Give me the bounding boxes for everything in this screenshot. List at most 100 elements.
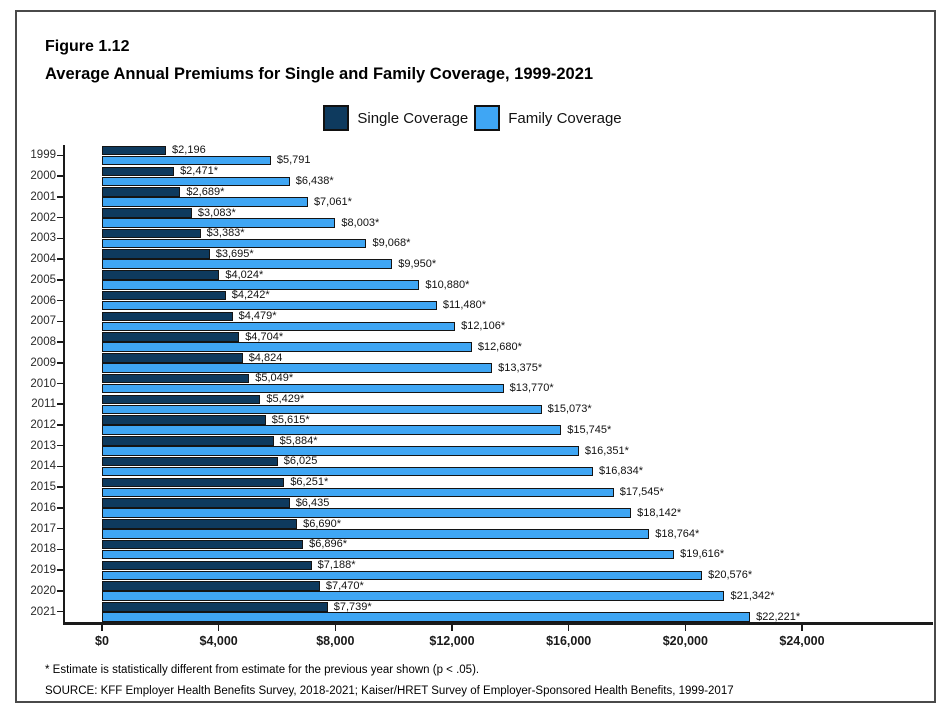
year-label: 2005 xyxy=(30,273,56,286)
y-axis-tick xyxy=(57,154,63,157)
y-axis-tick xyxy=(57,486,63,488)
footnote-source: SOURCE: KFF Employer Health Benefits Sur… xyxy=(45,684,734,697)
year-label: 2001 xyxy=(30,190,56,203)
x-axis-tick-label: $8,000 xyxy=(316,634,355,648)
bar-value-label: $9,068* xyxy=(372,237,411,250)
figure-frame: Figure 1.12 Average Annual Premiums for … xyxy=(15,10,936,703)
family-coverage-bar xyxy=(102,466,593,477)
x-axis-line xyxy=(63,622,933,625)
single-coverage-bar xyxy=(102,373,250,384)
bar-value-label: $7,470* xyxy=(325,579,364,592)
family-coverage-bar xyxy=(102,508,632,518)
year-label: 2009 xyxy=(30,356,56,369)
family-coverage-bar xyxy=(102,570,703,581)
bar-value-label: $4,242* xyxy=(231,289,270,302)
family-coverage-swatch-icon xyxy=(474,105,501,131)
single-coverage-swatch-icon xyxy=(323,105,350,131)
single-coverage-bar xyxy=(102,353,243,363)
family-coverage-bar xyxy=(102,612,751,622)
bar-value-label: $6,690* xyxy=(303,517,342,530)
y-axis-tick xyxy=(57,175,63,177)
x-axis-tick xyxy=(684,625,687,631)
year-label: 2002 xyxy=(30,211,56,224)
year-label: 2011 xyxy=(31,398,56,411)
x-axis-tick xyxy=(801,625,803,631)
y-axis-tick xyxy=(57,590,63,592)
bar-value-label: $12,106* xyxy=(461,320,506,333)
single-coverage-bar xyxy=(102,498,290,508)
bar-value-label: $13,375* xyxy=(498,361,543,374)
bar-value-label: $2,196 xyxy=(172,144,206,157)
y-axis-tick xyxy=(57,507,63,509)
single-coverage-bar xyxy=(102,228,201,239)
bar-value-label: $2,471* xyxy=(180,165,218,178)
legend-label-family: Family Coverage xyxy=(508,109,622,127)
y-axis-line xyxy=(63,145,65,625)
x-axis-tick-label: $20,000 xyxy=(662,634,708,648)
y-axis-tick xyxy=(57,196,63,198)
year-label: 2004 xyxy=(30,253,56,266)
bar-value-label: $18,764* xyxy=(655,527,700,540)
year-label: 2007 xyxy=(30,315,56,328)
family-coverage-bar xyxy=(102,280,420,290)
year-label: 2017 xyxy=(30,522,56,535)
year-label: 1999 xyxy=(30,149,56,162)
family-coverage-bar xyxy=(102,425,562,435)
y-axis-tick xyxy=(57,216,63,219)
single-coverage-bar xyxy=(102,166,175,177)
bar-value-label: $5,615* xyxy=(271,413,310,426)
bar-value-label: $7,188* xyxy=(317,559,356,572)
bar-value-label: $6,438* xyxy=(295,175,334,188)
year-label: 2019 xyxy=(30,564,56,577)
bar-value-label: $7,061* xyxy=(313,195,352,208)
family-coverage-bar xyxy=(102,300,437,311)
bar-value-label: $6,435 xyxy=(295,496,330,509)
family-coverage-bar xyxy=(102,218,336,228)
bar-value-label: $18,142* xyxy=(637,506,682,519)
y-axis-tick xyxy=(57,237,63,240)
year-label: 2014 xyxy=(30,460,56,473)
single-coverage-bar xyxy=(102,539,304,550)
family-coverage-bar xyxy=(102,446,579,456)
family-coverage-bar xyxy=(102,321,456,332)
single-coverage-bar xyxy=(102,477,285,488)
bar-value-label: $4,479* xyxy=(238,310,277,323)
family-coverage-bar xyxy=(102,529,650,539)
figure-number: Figure 1.12 xyxy=(45,38,130,55)
year-label: 2003 xyxy=(30,232,56,245)
family-coverage-bar xyxy=(102,238,367,249)
footnotes: * Estimate is statistically different fr… xyxy=(45,660,734,701)
single-coverage-bar xyxy=(102,394,261,405)
x-axis-tick xyxy=(451,625,453,631)
y-axis-tick xyxy=(57,403,63,405)
bar-value-label: $4,024* xyxy=(225,268,264,281)
y-axis-tick xyxy=(57,424,63,426)
year-label: 2020 xyxy=(30,584,56,597)
y-axis-tick xyxy=(57,465,63,468)
bar-value-label: $16,351* xyxy=(584,444,629,457)
x-axis-tick-label: $24,000 xyxy=(779,634,825,648)
single-coverage-bar xyxy=(102,208,192,218)
x-axis-tick-label: $4,000 xyxy=(199,634,238,648)
bar-value-label: $5,429* xyxy=(266,393,305,406)
year-label: 2006 xyxy=(30,294,56,307)
y-axis-tick xyxy=(57,362,63,364)
y-axis-tick xyxy=(57,444,63,447)
single-coverage-bar xyxy=(102,311,233,322)
single-coverage-bar xyxy=(102,415,266,425)
family-coverage-bar xyxy=(102,404,542,415)
year-label: 2015 xyxy=(30,481,56,494)
bar-value-label: $5,049* xyxy=(255,372,294,385)
year-label: 2008 xyxy=(30,336,56,349)
bar-value-label: $19,616* xyxy=(680,548,725,561)
year-label: 2018 xyxy=(30,543,56,556)
bar-value-label: $6,896* xyxy=(309,538,348,551)
single-coverage-bar xyxy=(102,436,274,446)
family-coverage-bar xyxy=(102,487,614,498)
x-axis-tick xyxy=(567,625,570,631)
y-axis-tick xyxy=(57,527,63,530)
bar-value-label: $2,689* xyxy=(186,185,225,198)
family-coverage-bar xyxy=(102,197,308,207)
bar-value-label: $9,950* xyxy=(398,257,437,270)
family-coverage-bar xyxy=(102,591,725,601)
